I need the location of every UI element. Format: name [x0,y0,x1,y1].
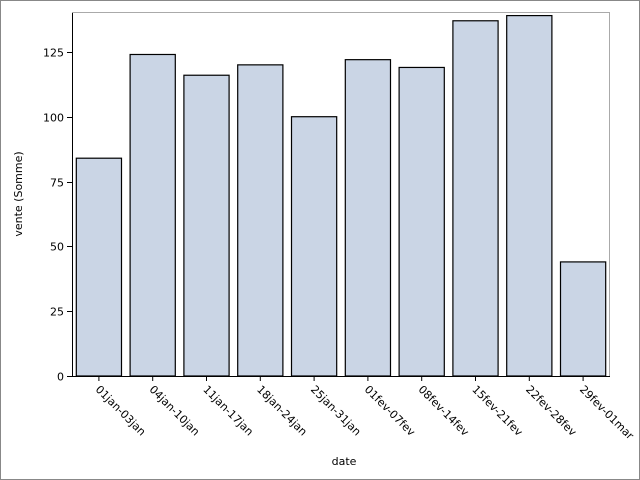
bar [559,261,607,377]
y-tick-label: 50 [50,241,64,254]
bar [452,20,499,377]
y-tick-label: 25 [50,306,64,319]
bar [237,64,284,377]
y-tick-label: 75 [50,177,64,190]
y-tick-label: 0 [57,371,64,384]
bar [183,74,230,377]
y-tick-label: 125 [43,47,64,60]
bar [290,116,338,377]
x-axis-label: date [332,455,357,468]
y-axis-label: vente (Somme) [12,151,25,236]
bar [129,53,176,377]
bar [75,157,123,377]
bar [506,14,553,377]
y-tick-label: 100 [43,112,64,125]
bar [398,66,445,377]
bar [344,59,392,377]
